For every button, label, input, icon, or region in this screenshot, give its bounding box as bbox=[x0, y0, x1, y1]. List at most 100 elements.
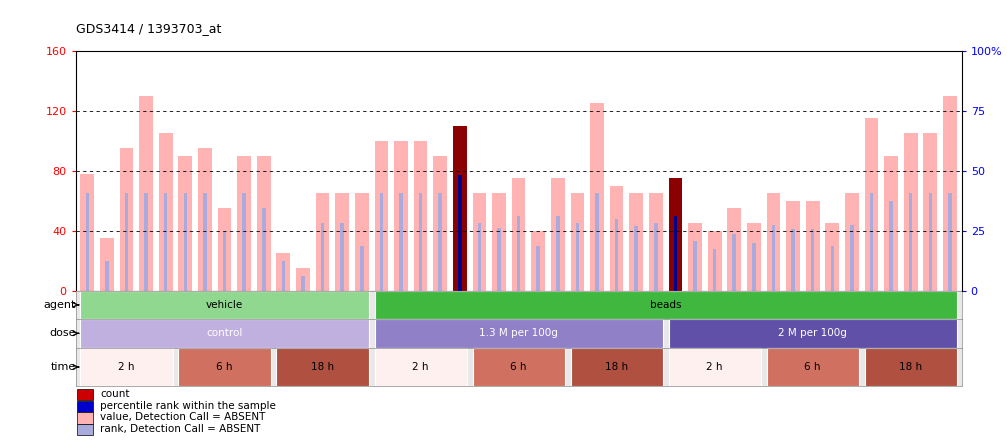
Bar bbox=[831, 246, 834, 291]
Bar bbox=[218, 208, 232, 291]
Text: 18 h: 18 h bbox=[605, 362, 628, 372]
Bar bbox=[688, 223, 702, 291]
Text: time: time bbox=[50, 362, 76, 372]
Bar bbox=[144, 193, 148, 291]
Bar bbox=[81, 291, 369, 319]
Bar bbox=[262, 208, 266, 291]
Text: 6 h: 6 h bbox=[805, 362, 821, 372]
Bar bbox=[497, 228, 500, 291]
Text: 2 h: 2 h bbox=[706, 362, 723, 372]
Bar bbox=[766, 348, 859, 386]
Bar bbox=[792, 229, 795, 291]
Text: value, Detection Call = ABSENT: value, Detection Call = ABSENT bbox=[101, 412, 266, 422]
Bar bbox=[78, 424, 94, 435]
Bar bbox=[595, 193, 599, 291]
Bar bbox=[438, 193, 442, 291]
Bar bbox=[472, 348, 565, 386]
Text: 2 h: 2 h bbox=[118, 362, 135, 372]
Bar bbox=[727, 208, 741, 291]
Bar bbox=[472, 193, 486, 291]
Text: 2 h: 2 h bbox=[412, 362, 429, 372]
Bar bbox=[477, 223, 481, 291]
Bar bbox=[78, 412, 94, 424]
Bar bbox=[674, 216, 678, 291]
Text: 18 h: 18 h bbox=[311, 362, 334, 372]
Bar bbox=[655, 223, 658, 291]
Bar bbox=[512, 178, 526, 291]
Bar bbox=[492, 193, 506, 291]
Bar bbox=[629, 193, 643, 291]
Bar bbox=[649, 193, 663, 291]
Text: 6 h: 6 h bbox=[217, 362, 233, 372]
Bar bbox=[909, 193, 912, 291]
Bar bbox=[889, 201, 893, 291]
Bar bbox=[354, 193, 369, 291]
Bar bbox=[81, 319, 369, 348]
Bar bbox=[375, 319, 663, 348]
Bar bbox=[944, 96, 957, 291]
Bar bbox=[845, 193, 859, 291]
Bar bbox=[884, 156, 898, 291]
Bar bbox=[949, 193, 952, 291]
Bar bbox=[78, 401, 94, 412]
Text: percentile rank within the sample: percentile rank within the sample bbox=[101, 400, 276, 411]
Bar bbox=[850, 225, 854, 291]
Bar bbox=[315, 193, 329, 291]
Bar bbox=[551, 178, 565, 291]
Bar bbox=[669, 348, 760, 386]
Bar bbox=[257, 156, 271, 291]
Bar bbox=[178, 156, 192, 291]
Bar bbox=[433, 156, 447, 291]
Bar bbox=[86, 193, 89, 291]
Bar bbox=[399, 193, 403, 291]
Bar bbox=[243, 193, 246, 291]
Bar bbox=[125, 193, 128, 291]
Bar bbox=[786, 201, 800, 291]
Bar bbox=[576, 223, 579, 291]
Bar bbox=[904, 133, 917, 291]
Text: dose: dose bbox=[49, 328, 76, 338]
Bar bbox=[615, 219, 618, 291]
Bar bbox=[532, 231, 545, 291]
Bar bbox=[120, 148, 133, 291]
Bar bbox=[81, 348, 172, 386]
Bar bbox=[928, 193, 932, 291]
Bar bbox=[811, 229, 815, 291]
Bar bbox=[105, 261, 109, 291]
Bar bbox=[732, 234, 736, 291]
Bar bbox=[81, 174, 94, 291]
Bar bbox=[100, 238, 114, 291]
Bar bbox=[556, 216, 560, 291]
Bar bbox=[458, 175, 461, 291]
Bar bbox=[359, 246, 364, 291]
Bar bbox=[394, 141, 408, 291]
Text: 2 M per 100g: 2 M per 100g bbox=[778, 328, 847, 338]
Bar bbox=[747, 223, 760, 291]
Bar bbox=[139, 96, 153, 291]
Bar bbox=[634, 226, 638, 291]
Bar bbox=[159, 133, 172, 291]
Bar bbox=[282, 261, 285, 291]
Bar bbox=[183, 193, 187, 291]
Bar bbox=[414, 141, 427, 291]
Text: 6 h: 6 h bbox=[511, 362, 527, 372]
Bar bbox=[178, 348, 271, 386]
Bar bbox=[708, 231, 722, 291]
Text: 18 h: 18 h bbox=[899, 362, 922, 372]
Bar bbox=[164, 193, 167, 291]
Bar bbox=[806, 201, 820, 291]
Bar bbox=[771, 225, 775, 291]
Bar bbox=[571, 193, 584, 291]
Bar bbox=[198, 148, 211, 291]
Bar bbox=[375, 291, 957, 319]
Bar bbox=[923, 133, 938, 291]
Bar bbox=[590, 103, 604, 291]
Text: control: control bbox=[206, 328, 243, 338]
Bar bbox=[321, 223, 324, 291]
Bar bbox=[865, 119, 878, 291]
Bar bbox=[752, 243, 755, 291]
Bar bbox=[669, 319, 957, 348]
Bar bbox=[296, 268, 310, 291]
Bar bbox=[766, 193, 780, 291]
Bar bbox=[203, 193, 206, 291]
